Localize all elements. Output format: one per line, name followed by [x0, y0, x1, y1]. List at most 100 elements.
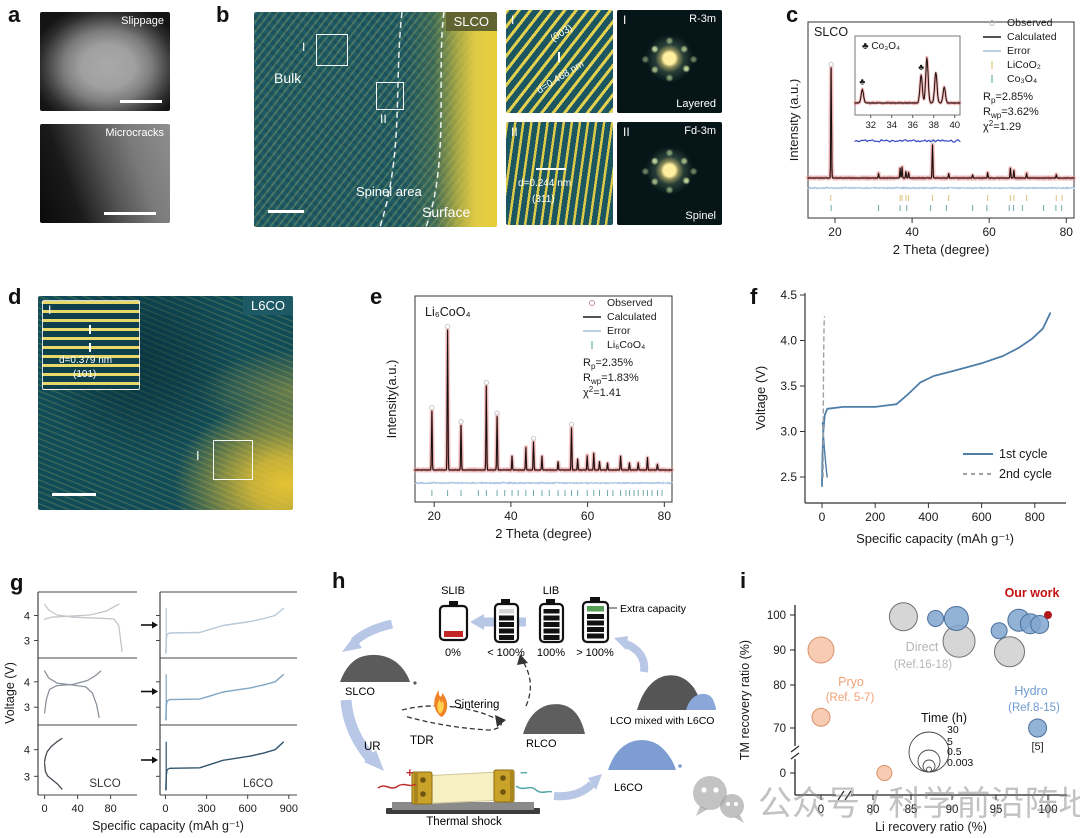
- ref-label: [5]: [1031, 741, 1043, 753]
- battery-full: [538, 599, 565, 644]
- svg-circle: [568, 421, 575, 428]
- inset-note: ♣ Co₃O₄: [862, 41, 900, 52]
- bubble-our-work: [1044, 611, 1052, 619]
- soc-0-label: 0%: [445, 647, 461, 659]
- plus-terminal: +: [406, 765, 414, 780]
- recovery-bubble-chart: 0 70 80 90 100 0 80 85 90 95 100 Li recovery ratio …: [738, 586, 1067, 834]
- clamp-right: [493, 769, 515, 803]
- x-tick-label: 0: [819, 510, 826, 524]
- y-tick-label: 4: [24, 611, 30, 623]
- recycling-scheme-diagram: SLIB LIB Extra capacity 0% < 100% 100% >…: [340, 585, 716, 828]
- y-tick-label: 3: [24, 771, 30, 783]
- svg-line: [790, 752, 800, 760]
- plane-label: (311): [532, 194, 555, 205]
- group-label: Hydro: [1014, 684, 1047, 698]
- battery-partial: [493, 599, 520, 644]
- inset-id: II: [623, 125, 630, 139]
- bubble-direct: [888, 602, 918, 632]
- arrow-mix-to-battery: [624, 640, 649, 673]
- negative-wire: [515, 785, 553, 794]
- bubble-hydro: [927, 610, 945, 627]
- arrow-slib-to-slco: [350, 619, 394, 646]
- y-tick-label: 100: [767, 610, 786, 622]
- phase-label: Spinel: [685, 210, 716, 222]
- y-axis-label: Voltage (V): [3, 662, 17, 724]
- battery-extra: [581, 597, 610, 644]
- svg-path: [822, 316, 826, 478]
- fit-stat: Rwp=1.83%: [583, 372, 639, 386]
- inset-id: I: [623, 13, 627, 27]
- subplot-label: L6CO: [243, 778, 273, 790]
- space-group-label: Fd-3m: [684, 125, 716, 137]
- spinel-area-label: Spinel area: [356, 184, 422, 199]
- svg-path: [807, 67, 1075, 179]
- arrow-tdr-loop: [401, 705, 502, 731]
- lib-label: LIB: [543, 585, 560, 597]
- x-tick-label: 0: [818, 804, 824, 816]
- legend-label: Calculated: [607, 311, 657, 323]
- club-marker: ♣: [859, 77, 865, 87]
- y-tick-label: 4: [24, 677, 30, 689]
- arrowhead: [495, 715, 506, 727]
- svg-rect: [807, 21, 1075, 219]
- arrowhead: [470, 614, 484, 630]
- x-axis-label: Specific capacity (mAh g⁻¹): [856, 531, 1014, 546]
- svg-circle: [444, 323, 451, 330]
- space-group-label: R-3m: [689, 13, 716, 25]
- svg-path: [165, 607, 284, 654]
- slco-pile-label: SLCO: [345, 686, 375, 698]
- sem-label: Microcracks: [105, 127, 164, 139]
- svg-circle: [483, 379, 490, 386]
- arrow-to-l6co: [553, 781, 595, 801]
- svg-path: [414, 481, 673, 485]
- x-axis-label: Specific capacity (mAh g⁻¹): [92, 819, 244, 833]
- soc-100-label: 100%: [537, 647, 565, 659]
- svg-path: [43, 670, 102, 714]
- y-tick-label: 80: [773, 680, 786, 692]
- x-tick-label: 40: [905, 225, 919, 239]
- legend-label: Error: [607, 325, 631, 337]
- y-tick-label: 3: [24, 636, 30, 648]
- x-tick-label: 80: [104, 803, 116, 815]
- arrow-icon: [152, 688, 158, 695]
- thermal-shock-label: Thermal shock: [426, 816, 502, 828]
- sem-image-slippage: Slippage: [40, 12, 170, 111]
- svg-line: [844, 790, 852, 801]
- x-tick-label: 60: [983, 225, 997, 239]
- tdr-label: TDR: [410, 735, 434, 747]
- svg-path: [854, 139, 961, 143]
- x-tick-label: 300: [197, 803, 215, 815]
- surface-label: Surface: [422, 204, 471, 220]
- x-axis-label: 2 Theta (degree): [495, 526, 592, 541]
- group-ref-label: (Ref.16-18): [894, 659, 952, 671]
- subplot-label: SLCO: [89, 778, 120, 790]
- group-label: Direct: [906, 640, 939, 654]
- size-legend-title: Time (h): [921, 711, 967, 725]
- scale-bar: [52, 493, 96, 496]
- svg-path: [43, 737, 63, 763]
- x-tick-label: 20: [427, 509, 441, 523]
- soc-lt100-label: < 100%: [487, 647, 525, 659]
- arrowhead: [588, 774, 602, 790]
- hrtem-inset-1: I (003) d=0.468 nm: [506, 10, 613, 113]
- fit-stat: Rwp=3.62%: [983, 106, 1039, 120]
- slco-powder-pile: [340, 654, 410, 682]
- xrd-chart-slco: 20 40 60 80 2 Theta (degree) Intensity (a.u.)…: [790, 17, 1077, 257]
- inset-tick-label: 34: [886, 120, 897, 131]
- l6co-portion: [686, 693, 716, 710]
- legend-label: Error: [1007, 45, 1031, 57]
- chart-title: Li₆CoO₄: [425, 305, 471, 319]
- svg-circle: [429, 405, 435, 411]
- ur-label: UR: [364, 741, 381, 753]
- inset-tick-label: 32: [865, 120, 876, 131]
- panel-letter-a: a: [8, 2, 21, 27]
- svg-path: [165, 741, 284, 791]
- arrowhead: [364, 750, 384, 771]
- d-spacing-label: d=0.379 nm: [59, 355, 113, 366]
- x-tick-label: 80: [867, 804, 880, 816]
- size-legend-label: 0.003: [947, 757, 973, 769]
- inset-id: I: [48, 303, 52, 317]
- powder-speck: [678, 764, 682, 768]
- bubble-hydro: [1030, 614, 1050, 634]
- cycling-comparison-chart: 4 3 4 3 4 3 0 40 80 0 300 600 900 SLCO L6CO Specific ca…: [3, 591, 298, 833]
